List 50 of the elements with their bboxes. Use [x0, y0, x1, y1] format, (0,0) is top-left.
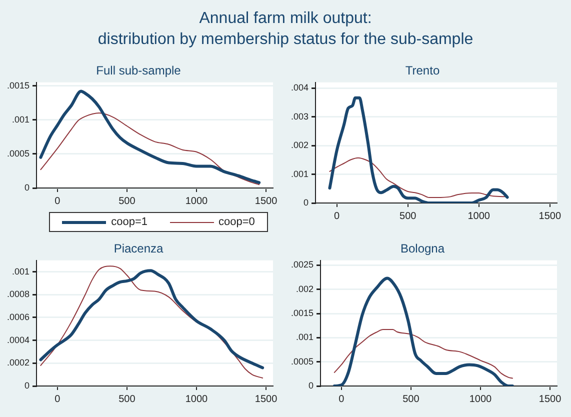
y-tick-label: .0006: [6, 312, 30, 322]
y-tick-label: .0015: [6, 80, 30, 90]
line-series: [328, 96, 509, 203]
x-tick-label: 500: [118, 394, 136, 405]
y-tick-label: .003: [290, 111, 309, 122]
x-tick-label: 0: [54, 196, 61, 207]
x-tick-label: 500: [400, 210, 417, 222]
text: Annual farm milk output:: [198, 9, 373, 29]
y-tick-label: .001: [12, 114, 30, 124]
line-series: [329, 157, 508, 198]
y-tick-label: .004: [290, 82, 309, 93]
y-tick-label: .002: [296, 284, 314, 294]
y-tick-label: 0: [24, 182, 30, 192]
line-series: [40, 112, 260, 186]
x-tick-label: 1000: [468, 210, 490, 222]
x-tick-label: 1000: [185, 196, 208, 207]
y-tick-label: .0015: [290, 308, 314, 318]
x-tick-label: 1000: [469, 394, 492, 405]
x-tick-label: 0: [54, 394, 61, 405]
x-tick-label: 500: [118, 196, 136, 207]
chart-title: Bologna: [400, 242, 445, 256]
x-tick-label: 1500: [538, 210, 562, 222]
y-tick-label: .0008: [6, 289, 30, 300]
x-tick-label: 0: [334, 210, 340, 222]
y-tick-label: .001: [296, 332, 314, 342]
x-tick-label: 1500: [254, 394, 278, 405]
x-tick-label: 500: [402, 394, 420, 405]
chart-title: Full sub-sample: [96, 64, 182, 78]
line-series: [332, 276, 514, 386]
x-tick-label: 1000: [185, 394, 208, 405]
line-series: [334, 328, 513, 379]
x-tick-label: 1500: [254, 196, 278, 207]
y-tick-label: .0005: [6, 148, 30, 158]
y-tick-label: 0: [24, 380, 30, 390]
y-tick-label: .0025: [290, 260, 314, 270]
y-tick-label: .001: [12, 266, 30, 276]
text: distribution by membership status for the sub-sample: [96, 30, 474, 50]
y-tick-label: 0: [308, 380, 314, 390]
legend-label: coop=0: [218, 216, 255, 228]
y-tick-label: .0004: [6, 334, 30, 345]
chart-title: Piacenza: [114, 242, 164, 256]
chart-title: Trento: [405, 64, 440, 78]
legend-label: coop=1: [111, 216, 148, 228]
x-tick-label: 0: [338, 394, 345, 405]
y-tick-label: .002: [290, 140, 309, 150]
y-tick-label: .001: [290, 168, 309, 179]
y-tick-label: .0002: [6, 358, 30, 368]
x-tick-label: 1500: [538, 394, 562, 405]
y-tick-label: .0005: [290, 356, 314, 366]
line-series: [39, 90, 261, 184]
